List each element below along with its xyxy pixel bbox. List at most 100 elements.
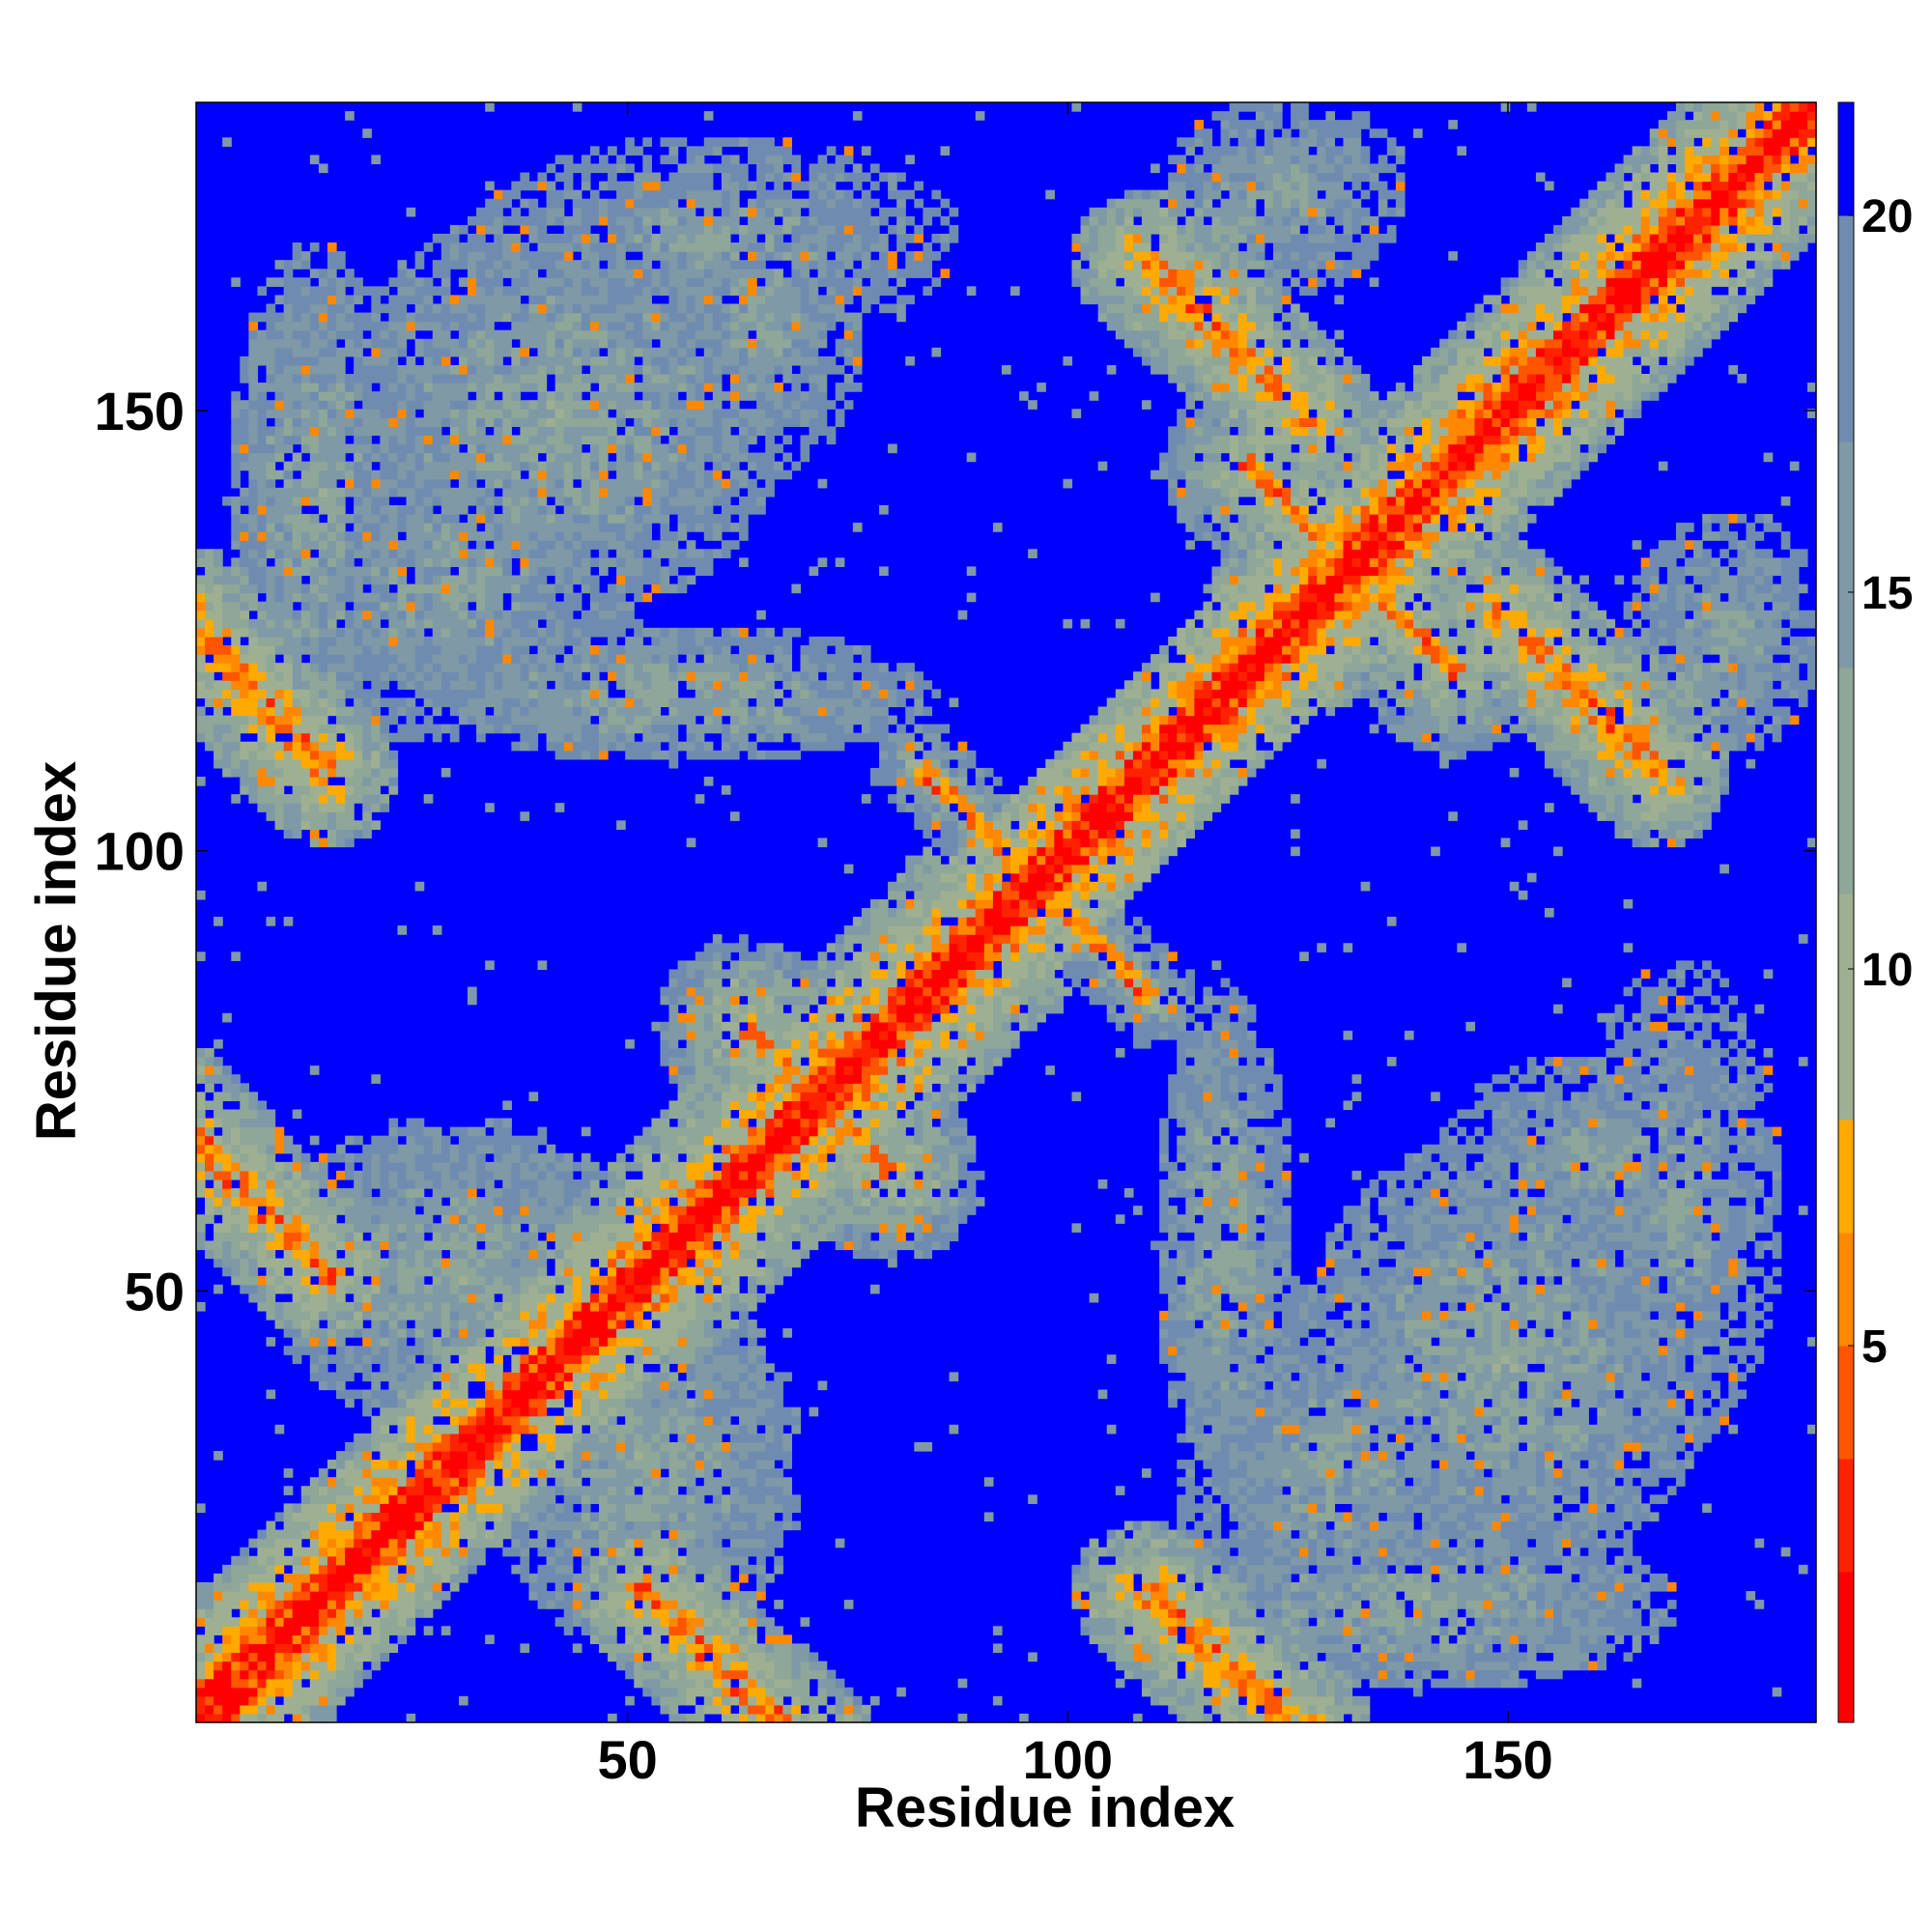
heatmap-cell	[397, 592, 408, 603]
heatmap-cell	[1299, 1564, 1309, 1575]
heatmap-cell	[388, 1126, 399, 1137]
heatmap-cell	[327, 1652, 337, 1662]
heatmap-cell	[388, 1380, 399, 1391]
heatmap-cell	[371, 680, 381, 690]
heatmap-cell	[266, 452, 276, 463]
heatmap-cell	[729, 1643, 740, 1654]
heatmap-cell	[248, 1249, 259, 1260]
heatmap-cell	[703, 1661, 714, 1671]
heatmap-cell	[1579, 1520, 1589, 1531]
heatmap-cell	[1246, 1538, 1257, 1548]
heatmap-cell	[318, 1643, 328, 1654]
heatmap-cell	[274, 321, 285, 331]
heatmap-cell	[292, 776, 302, 786]
heatmap-cell	[1168, 1547, 1178, 1557]
heatmap-cell	[213, 1450, 223, 1461]
heatmap-cell	[1203, 1661, 1213, 1671]
heatmap-cell	[274, 1310, 285, 1321]
heatmap-cell	[1483, 1634, 1493, 1645]
heatmap-cell	[686, 1626, 696, 1635]
heatmap-cell	[957, 1678, 968, 1689]
heatmap-cell	[345, 557, 355, 568]
heatmap-cell	[712, 1669, 723, 1680]
heatmap-cell	[257, 566, 268, 577]
heatmap-cell	[327, 803, 337, 812]
heatmap-cell	[354, 1564, 363, 1575]
heatmap-cell	[581, 1503, 591, 1514]
heatmap-cell	[336, 1503, 346, 1514]
heatmap-cell	[327, 618, 337, 629]
heatmap-cell	[336, 1389, 346, 1400]
heatmap-cell	[432, 636, 442, 646]
heatmap-cell	[660, 1652, 670, 1662]
heatmap-cell	[608, 1591, 617, 1601]
heatmap-cell	[1308, 1652, 1318, 1662]
heatmap-cell	[371, 1398, 381, 1408]
heatmap-cell	[686, 1486, 696, 1495]
heatmap-cell	[292, 1293, 302, 1303]
heatmap-cell	[371, 583, 381, 594]
heatmap-cell	[440, 1547, 451, 1557]
heatmap-cell	[318, 364, 328, 375]
heatmap-cell	[274, 645, 285, 655]
heatmap-cell	[248, 1206, 259, 1215]
heatmap-cell	[196, 663, 206, 672]
heatmap-cell	[1097, 1564, 1108, 1575]
heatmap-cell	[598, 1538, 609, 1548]
heatmap-cell	[380, 671, 390, 681]
heatmap-cell	[502, 1547, 512, 1557]
heatmap-cell	[1360, 1512, 1371, 1522]
heatmap-cell	[248, 689, 259, 699]
heatmap-cell	[327, 277, 337, 287]
heatmap-cell	[274, 443, 285, 454]
heatmap-cell	[608, 1652, 617, 1662]
heatmap-cell	[1571, 1529, 1580, 1540]
heatmap-cell	[608, 1617, 617, 1627]
heatmap-cell	[380, 715, 390, 725]
heatmap-cell	[257, 1643, 268, 1654]
heatmap-cell	[292, 1547, 302, 1557]
heatmap-cell	[765, 1626, 775, 1635]
heatmap-cell	[266, 514, 276, 524]
heatmap-cell	[300, 443, 311, 454]
heatmap-cell	[414, 557, 425, 568]
heatmap-cell	[213, 1687, 223, 1697]
heatmap-cell	[274, 531, 285, 541]
heatmap-cell	[371, 671, 381, 681]
heatmap-cell	[1282, 1652, 1292, 1662]
heatmap-cell	[388, 715, 399, 725]
heatmap-cell	[222, 1161, 232, 1172]
heatmap-cell	[1255, 1512, 1265, 1522]
heatmap-cell	[1115, 1564, 1125, 1575]
heatmap-cell	[423, 671, 434, 681]
heatmap-cell	[423, 1152, 434, 1163]
heatmap-cell	[240, 1188, 249, 1198]
heatmap-cell	[283, 794, 294, 804]
heatmap-cell	[354, 785, 363, 795]
heatmap-cell	[1571, 1661, 1580, 1671]
heatmap-cell	[1483, 1652, 1493, 1662]
heatmap-cell	[336, 1223, 346, 1233]
heatmap-cell	[581, 1581, 591, 1592]
heatmap-cell	[292, 706, 302, 717]
heatmap-cell	[248, 496, 259, 506]
heatmap-cell	[1177, 1555, 1186, 1566]
heatmap-cell	[1229, 1661, 1239, 1671]
heatmap-cell	[1500, 1547, 1511, 1557]
heatmap-cell	[371, 1538, 381, 1548]
heatmap-cell	[283, 663, 294, 672]
heatmap-cell	[205, 1634, 214, 1645]
heatmap-cell	[1571, 1643, 1580, 1654]
heatmap-cell	[248, 1591, 259, 1601]
heatmap-cell	[213, 1188, 223, 1198]
heatmap-cell	[205, 645, 214, 655]
heatmap-cell	[739, 1608, 749, 1618]
heatmap-cell	[686, 1713, 696, 1723]
heatmap-cells	[196, 102, 1817, 1723]
heatmap-cell	[274, 794, 285, 804]
heatmap-cell	[1632, 1564, 1642, 1575]
heatmap-cell	[765, 1669, 775, 1680]
heatmap-cell	[318, 452, 328, 463]
heatmap-cell	[1291, 1695, 1300, 1706]
heatmap-cell	[476, 1494, 486, 1504]
